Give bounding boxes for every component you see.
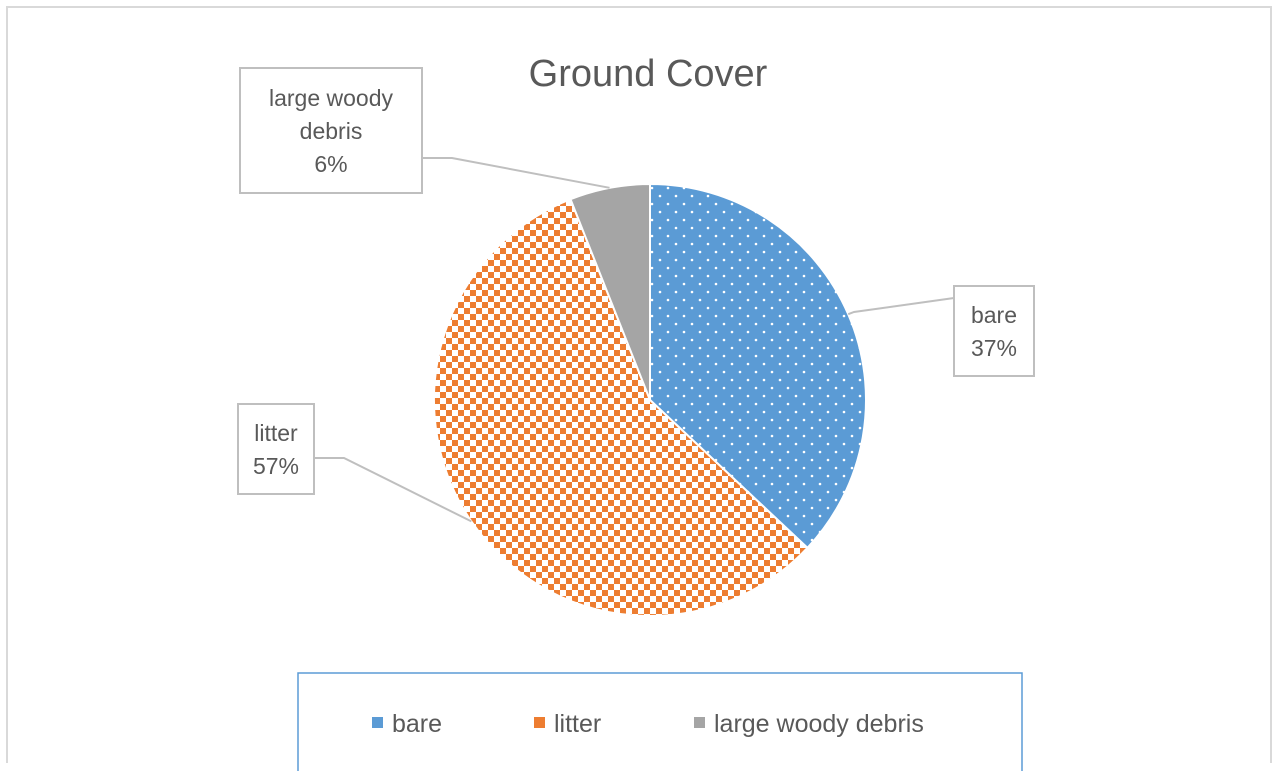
data-label-category-large-woody-debris: debris: [300, 118, 363, 144]
chart-title: Ground Cover: [529, 53, 768, 95]
legend-label-bare: bare: [392, 710, 442, 738]
data-labels: bare 37% litter 57% large woody debris 6%: [237, 67, 1035, 495]
data-label-category-litter: litter: [254, 420, 298, 446]
leader-lines: [314, 157, 955, 523]
legend-label-litter: litter: [554, 710, 601, 738]
legend-swatch-litter: [534, 717, 545, 728]
data-label-value-bare: 37%: [971, 335, 1017, 361]
legend-label-large-woody-debris: large woody debris: [714, 710, 924, 738]
chart-area: Ground Cover bare 37% litter 57% large woody…: [6, 6, 1272, 771]
legend-swatch-bare: [372, 717, 383, 728]
legend-swatch-large-woody-debris: [694, 717, 705, 728]
data-label-category-large-woody-debris: large woody: [269, 85, 394, 111]
pie-chart: Ground Cover bare 37% litter 57% large woody…: [237, 53, 1035, 771]
data-label-value-litter: 57%: [253, 453, 299, 479]
data-label-box-large-woody-debris: [239, 67, 423, 194]
pie-slice-bare: [649, 182, 867, 550]
data-label-value-large-woody-debris: 6%: [314, 151, 347, 177]
data-label-box-litter: [237, 403, 315, 495]
legend: bare litter large woody debris: [372, 710, 924, 738]
pie-slices: [433, 182, 867, 617]
data-label-box-bare: [953, 285, 1035, 377]
leader-line-litter: [314, 457, 472, 523]
pie-slice-large-woody-debris: [569, 182, 651, 401]
legend-box: [297, 672, 1023, 771]
leader-line-bare: [847, 297, 955, 316]
leader-line-large-woody-debris: [422, 157, 610, 189]
data-label-category-bare: bare: [971, 302, 1017, 328]
